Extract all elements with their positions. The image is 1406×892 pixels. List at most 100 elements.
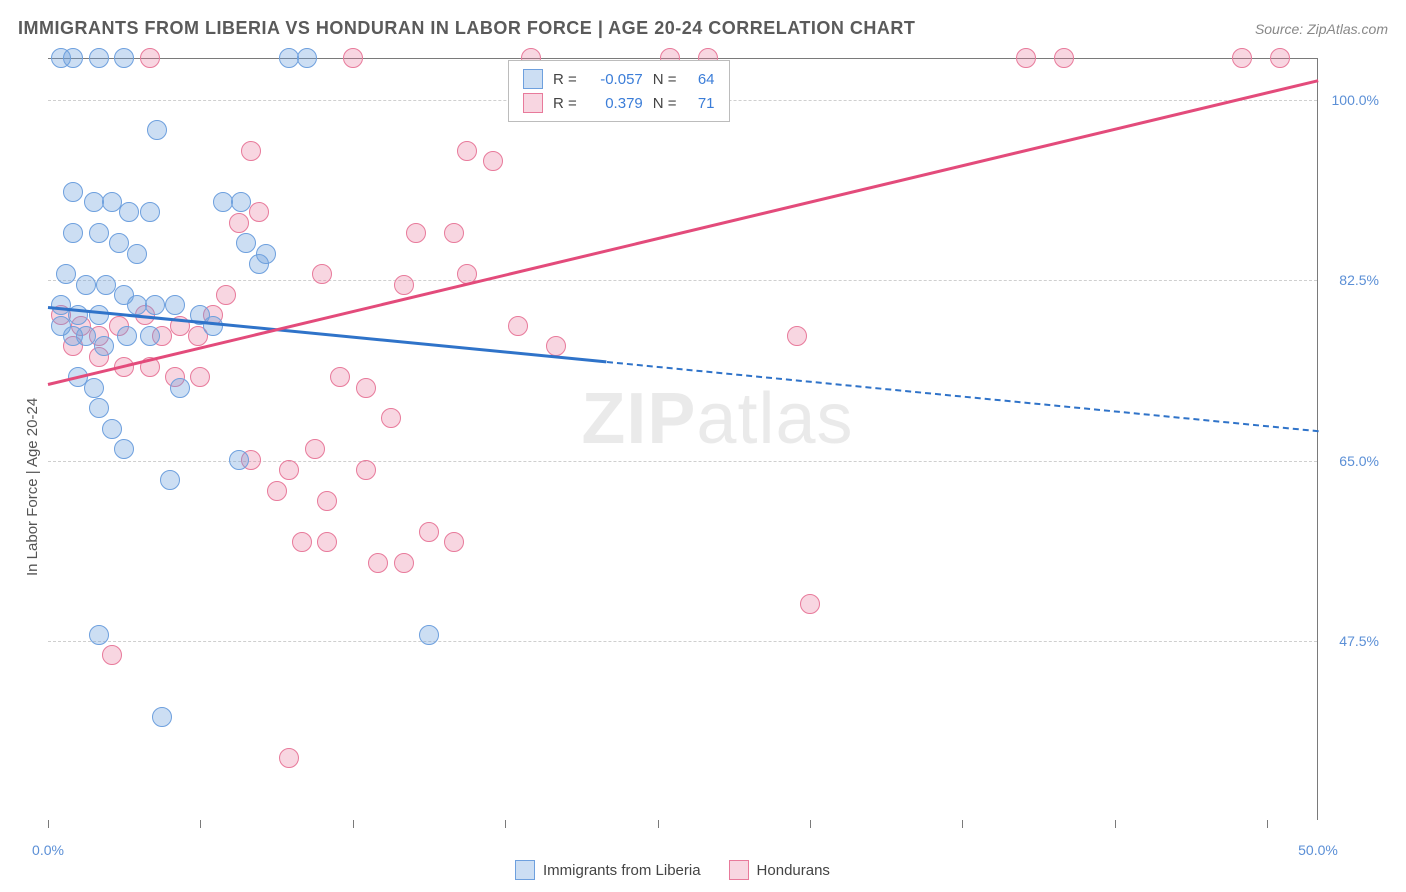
data-point-blue	[147, 120, 167, 140]
data-point-pink	[1016, 48, 1036, 68]
data-point-pink	[102, 645, 122, 665]
data-point-pink	[419, 522, 439, 542]
legend-swatch-blue	[515, 860, 535, 880]
legend-label-blue: Immigrants from Liberia	[543, 862, 701, 879]
data-point-blue	[231, 192, 251, 212]
legend-swatch-pink	[729, 860, 749, 880]
data-point-pink	[394, 275, 414, 295]
y-tick-label: 47.5%	[1339, 633, 1379, 649]
data-point-blue	[419, 625, 439, 645]
source-attribution: Source: ZipAtlas.com	[1255, 21, 1388, 37]
data-point-blue	[249, 254, 269, 274]
source-value: ZipAtlas.com	[1307, 21, 1388, 37]
data-point-blue	[127, 244, 147, 264]
gridline	[48, 280, 1317, 281]
scatter-plot-area: 47.5%65.0%82.5%100.0%0.0%50.0%	[48, 58, 1318, 820]
data-point-pink	[140, 48, 160, 68]
x-tick	[810, 820, 811, 828]
data-point-blue	[236, 233, 256, 253]
data-point-blue	[76, 275, 96, 295]
data-point-blue	[89, 48, 109, 68]
data-point-pink	[457, 141, 477, 161]
series-legend: Immigrants from Liberia Hondurans	[515, 860, 830, 880]
legend-row-pink: R = 0.379 N = 71	[523, 91, 715, 115]
data-point-pink	[787, 326, 807, 346]
data-point-pink	[546, 336, 566, 356]
data-point-pink	[292, 532, 312, 552]
data-point-pink	[483, 151, 503, 171]
data-point-pink	[279, 460, 299, 480]
trendline-blue-extrapolated	[607, 361, 1318, 432]
data-point-blue	[89, 305, 109, 325]
x-tick	[505, 820, 506, 828]
x-tick	[962, 820, 963, 828]
source-label: Source:	[1255, 21, 1307, 37]
n-value-blue: 64	[687, 71, 715, 88]
data-point-blue	[140, 202, 160, 222]
legend-swatch-pink	[523, 93, 543, 113]
gridline	[48, 641, 1317, 642]
data-point-blue	[102, 192, 122, 212]
r-value-pink: 0.379	[587, 95, 643, 112]
x-tick	[1115, 820, 1116, 828]
x-tick	[353, 820, 354, 828]
data-point-blue	[117, 326, 137, 346]
data-point-pink	[356, 378, 376, 398]
data-point-pink	[356, 460, 376, 480]
legend-row-blue: R = -0.057 N = 64	[523, 67, 715, 91]
data-point-pink	[330, 367, 350, 387]
data-point-blue	[63, 182, 83, 202]
data-point-blue	[109, 233, 129, 253]
data-point-pink	[444, 223, 464, 243]
data-point-blue	[63, 48, 83, 68]
x-tick-label: 0.0%	[32, 842, 64, 858]
data-point-blue	[297, 48, 317, 68]
data-point-blue	[51, 295, 71, 315]
data-point-pink	[381, 408, 401, 428]
data-point-blue	[140, 326, 160, 346]
data-point-blue	[102, 419, 122, 439]
y-tick-label: 100.0%	[1332, 92, 1379, 108]
data-point-pink	[317, 532, 337, 552]
data-point-blue	[170, 378, 190, 398]
r-label: R =	[553, 71, 577, 88]
n-label: N =	[653, 71, 677, 88]
data-point-blue	[63, 223, 83, 243]
y-tick-label: 65.0%	[1339, 453, 1379, 469]
data-point-pink	[406, 223, 426, 243]
data-point-blue	[76, 326, 96, 346]
data-point-pink	[444, 532, 464, 552]
x-tick	[48, 820, 49, 828]
correlation-legend: R = -0.057 N = 64 R = 0.379 N = 71	[508, 60, 730, 122]
data-point-blue	[114, 48, 134, 68]
data-point-blue	[152, 707, 172, 727]
legend-swatch-blue	[523, 69, 543, 89]
data-point-blue	[119, 202, 139, 222]
data-point-blue	[96, 275, 116, 295]
data-point-pink	[800, 594, 820, 614]
data-point-pink	[312, 264, 332, 284]
x-tick	[658, 820, 659, 828]
n-label: N =	[653, 95, 677, 112]
trendline-pink	[48, 80, 1319, 387]
data-point-pink	[305, 439, 325, 459]
data-point-blue	[145, 295, 165, 315]
data-point-pink	[216, 285, 236, 305]
data-point-pink	[190, 367, 210, 387]
data-point-pink	[229, 213, 249, 233]
data-point-blue	[160, 470, 180, 490]
data-point-pink	[267, 481, 287, 501]
data-point-pink	[1232, 48, 1252, 68]
n-value-pink: 71	[687, 95, 715, 112]
data-point-pink	[249, 202, 269, 222]
data-point-pink	[241, 141, 261, 161]
legend-item-blue: Immigrants from Liberia	[515, 860, 701, 880]
legend-label-pink: Hondurans	[757, 862, 830, 879]
data-point-blue	[229, 450, 249, 470]
x-tick-label: 50.0%	[1298, 842, 1338, 858]
data-point-blue	[114, 439, 134, 459]
chart-title: IMMIGRANTS FROM LIBERIA VS HONDURAN IN L…	[18, 18, 915, 39]
r-value-blue: -0.057	[587, 71, 643, 88]
data-point-pink	[279, 748, 299, 768]
data-point-blue	[89, 625, 109, 645]
